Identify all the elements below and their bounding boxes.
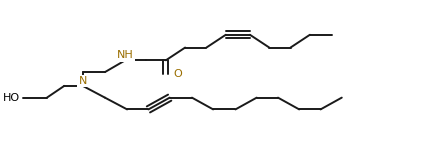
- Text: NH: NH: [117, 50, 133, 60]
- Text: O: O: [173, 69, 182, 79]
- Text: N: N: [78, 76, 87, 86]
- Text: O: O: [173, 69, 182, 79]
- Text: N: N: [78, 76, 87, 86]
- Text: NH: NH: [117, 50, 133, 60]
- Text: HO: HO: [3, 93, 20, 103]
